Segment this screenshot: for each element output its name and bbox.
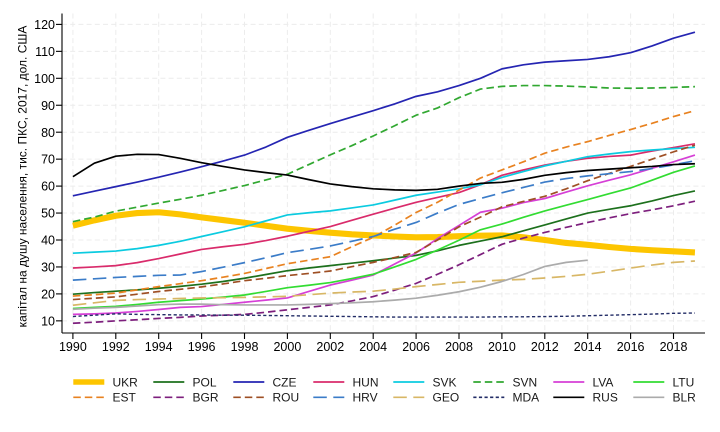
svg-text:капітал на душу населення, тис: капітал на душу населення, тис. ПКС, 201… xyxy=(15,26,29,328)
svg-text:20: 20 xyxy=(41,287,55,301)
svg-text:2012: 2012 xyxy=(531,340,559,354)
svg-text:RUS: RUS xyxy=(593,391,618,405)
svg-text:1994: 1994 xyxy=(145,340,173,354)
svg-text:60: 60 xyxy=(41,180,55,194)
svg-text:GEO: GEO xyxy=(433,391,460,405)
svg-text:2008: 2008 xyxy=(445,340,473,354)
svg-text:70: 70 xyxy=(41,153,55,167)
svg-text:50: 50 xyxy=(41,207,55,221)
svg-text:40: 40 xyxy=(41,234,55,248)
svg-text:1996: 1996 xyxy=(188,340,216,354)
svg-text:2000: 2000 xyxy=(273,340,301,354)
svg-text:80: 80 xyxy=(41,126,55,140)
svg-text:2018: 2018 xyxy=(660,340,688,354)
svg-text:110: 110 xyxy=(35,45,55,59)
svg-text:HRV: HRV xyxy=(353,391,378,405)
svg-text:10: 10 xyxy=(41,314,55,328)
svg-text:2006: 2006 xyxy=(402,340,430,354)
svg-text:1998: 1998 xyxy=(231,340,259,354)
svg-text:LVA: LVA xyxy=(593,375,614,389)
svg-text:2010: 2010 xyxy=(488,340,516,354)
svg-text:2014: 2014 xyxy=(574,340,602,354)
svg-text:ROU: ROU xyxy=(273,391,300,405)
svg-text:SVN: SVN xyxy=(513,375,538,389)
svg-text:30: 30 xyxy=(41,261,55,275)
svg-text:BLR: BLR xyxy=(673,391,697,405)
svg-text:LTU: LTU xyxy=(673,375,695,389)
svg-text:HUN: HUN xyxy=(353,375,379,389)
svg-text:SVK: SVK xyxy=(433,375,457,389)
svg-text:90: 90 xyxy=(41,99,55,113)
svg-text:100: 100 xyxy=(34,72,55,86)
svg-text:2016: 2016 xyxy=(617,340,645,354)
svg-text:MDA: MDA xyxy=(513,391,540,405)
svg-text:120: 120 xyxy=(34,18,55,32)
svg-text:1990: 1990 xyxy=(59,340,87,354)
svg-text:1992: 1992 xyxy=(102,340,130,354)
svg-text:POL: POL xyxy=(193,375,217,389)
svg-text:UKR: UKR xyxy=(113,375,139,389)
svg-text:2004: 2004 xyxy=(359,340,387,354)
svg-text:EST: EST xyxy=(113,391,137,405)
svg-text:CZE: CZE xyxy=(273,375,297,389)
svg-text:BGR: BGR xyxy=(193,391,219,405)
svg-text:2002: 2002 xyxy=(316,340,344,354)
